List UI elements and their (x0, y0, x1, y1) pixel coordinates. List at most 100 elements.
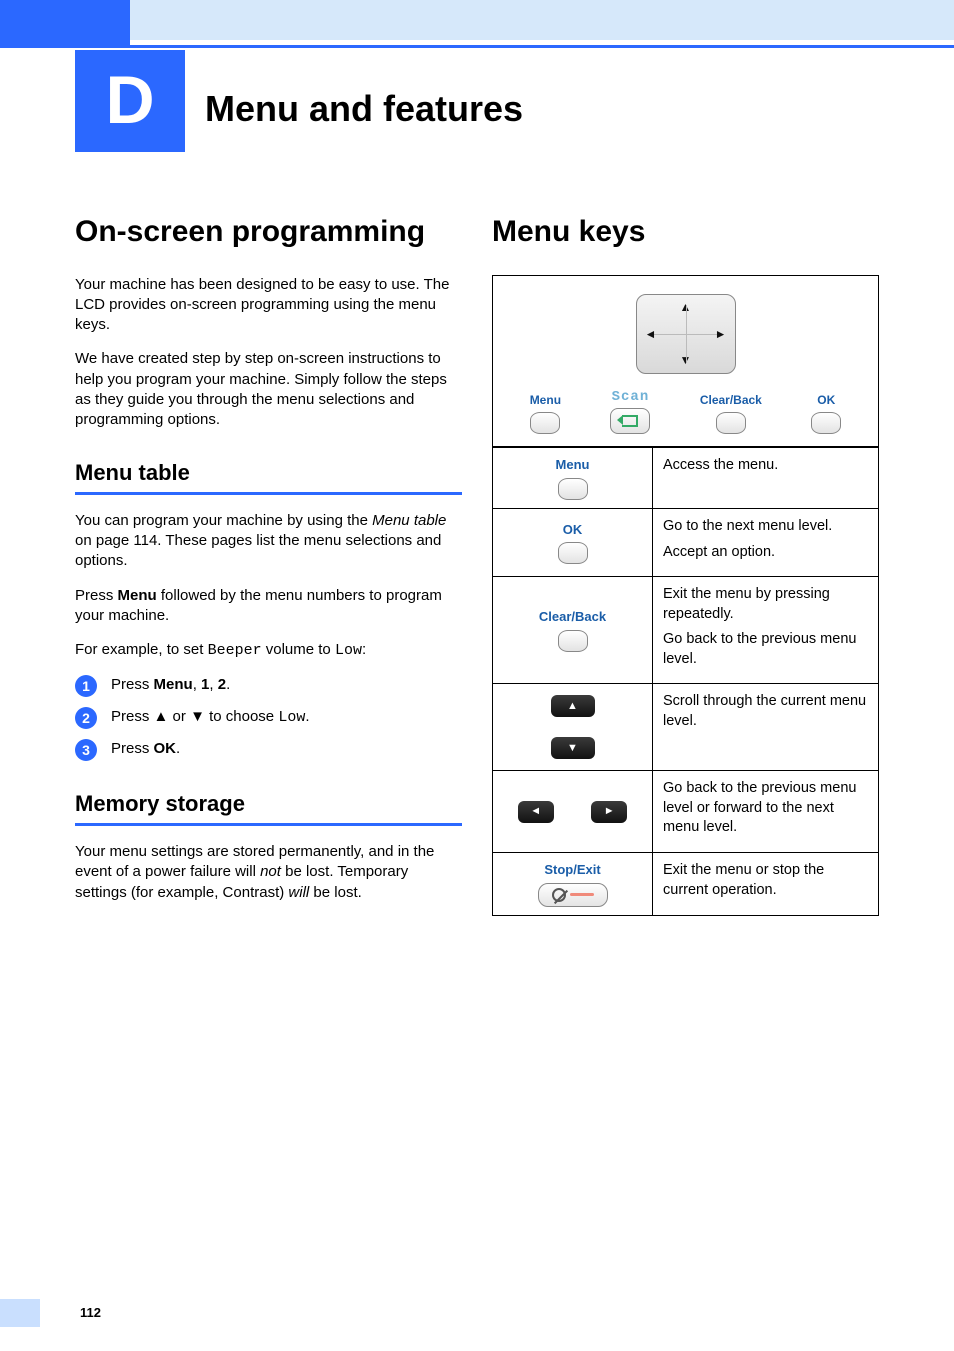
table-row: ◄ ► Go back to the previous menu level o… (493, 771, 879, 853)
clear-back-button-illustration: Clear/Back (700, 392, 762, 434)
list-item: 1 Press Menu, 1, 2. (75, 675, 462, 697)
stop-dash-icon (570, 893, 594, 896)
table-row: ▲ ▼ Scroll through the current menu leve… (493, 684, 879, 771)
ok-button-illustration: OK (811, 392, 841, 434)
text: Menu (154, 676, 193, 693)
paragraph: Your menu settings are stored permanentl… (75, 842, 462, 903)
label: OK (817, 392, 835, 408)
control-panel-illustration: ▲ ▼ ◄ ► Menu Scan Clear/Back (492, 275, 879, 448)
text: OK (154, 740, 177, 757)
step-text: Press ▲ or ▼ to choose Low. (111, 707, 310, 728)
step-badge: 2 (75, 707, 97, 729)
text: Press (111, 708, 154, 725)
page-footer: 112 (0, 1299, 101, 1327)
paragraph: We have created step by step on-screen i… (75, 349, 462, 430)
key-cell: OK (493, 508, 653, 576)
text: , (209, 676, 217, 693)
key-label: Stop/Exit (503, 861, 642, 879)
dpad-icon: ▲ ▼ ◄ ► (636, 294, 736, 374)
down-arrow-icon: ▼ (680, 352, 692, 368)
paragraph: For example, to set Beeper volume to Low… (75, 640, 462, 661)
footer-tab-icon (0, 1299, 40, 1327)
down-arrow-icon: ▼ (190, 708, 205, 725)
right-arrow-icon: ► (715, 325, 727, 341)
subheading-menu-table: Menu table (75, 458, 462, 495)
step-text: Press Menu, 1, 2. (111, 675, 230, 695)
section-heading-onscreen: On-screen programming (75, 212, 462, 253)
scan-button-icon (610, 408, 650, 434)
text: You can program your machine by using th… (75, 512, 372, 529)
appendix-badge: D (75, 50, 185, 152)
down-arrow-icon: ▼ (551, 737, 595, 759)
list-item: 2 Press ▲ or ▼ to choose Low. (75, 707, 462, 729)
key-description: Exit the menu by pressing repeatedly. Go… (653, 577, 879, 684)
text: on page 114. These pages list the menu s… (75, 532, 441, 569)
list-item: 3 Press OK. (75, 739, 462, 761)
page-title: Menu and features (205, 85, 523, 134)
key-description: Exit the menu or stop the current operat… (653, 853, 879, 916)
key-description: Scroll through the current menu level. (653, 684, 879, 771)
key-cell: Menu (493, 448, 653, 509)
paragraph: Your machine has been designed to be eas… (75, 275, 462, 336)
right-arrow-icon: ► (591, 801, 627, 823)
right-column: Menu keys ▲ ▼ ◄ ► Menu Scan Clear/Back (492, 212, 879, 917)
button-icon (558, 478, 588, 500)
button-icon (558, 630, 588, 652)
text: Accept an option. (663, 543, 868, 563)
text: Low (335, 642, 362, 659)
stop-ring-icon (552, 888, 566, 902)
text: , (193, 676, 201, 693)
step-text: Press OK. (111, 739, 180, 759)
text: : (362, 641, 366, 658)
text: will (288, 884, 309, 901)
key-label: OK (503, 521, 642, 539)
label: Scan (612, 388, 650, 407)
text: or (168, 708, 190, 725)
left-arrow-icon: ◄ (645, 325, 657, 341)
text: 2 (218, 676, 226, 693)
text: Low (278, 709, 305, 726)
appendix-letter: D (105, 55, 154, 147)
scan-icon (622, 415, 638, 427)
panel-button-row: Menu Scan Clear/Back OK (505, 388, 866, 435)
section-heading-menu-keys: Menu keys (492, 212, 879, 253)
text: . (305, 708, 309, 725)
button-icon (558, 542, 588, 564)
text: Press (111, 740, 154, 757)
left-arrow-icon: ◄ (518, 801, 554, 823)
key-description: Access the menu. (653, 448, 879, 509)
text: Go back to the previous menu level or fo… (663, 779, 868, 838)
text: be lost. (309, 884, 362, 901)
key-label: Menu (503, 456, 642, 474)
up-arrow-icon: ▲ (154, 708, 169, 725)
button-icon (716, 412, 746, 434)
table-row: Clear/Back Exit the menu by pressing rep… (493, 577, 879, 684)
key-cell: ▲ ▼ (493, 684, 653, 771)
key-cell: ◄ ► (493, 771, 653, 853)
text: not (260, 863, 281, 880)
text: Scroll through the current menu level. (663, 692, 868, 731)
paragraph: You can program your machine by using th… (75, 511, 462, 572)
text: Go back to the previous menu level. (663, 630, 868, 669)
menu-keys-table: Menu Access the menu. OK Go to the next … (492, 447, 879, 915)
step-badge: 3 (75, 739, 97, 761)
text: to choose (205, 708, 278, 725)
text: . (226, 676, 230, 693)
appendix-header: D Menu and features (0, 50, 954, 152)
text: Exit the menu by pressing repeatedly. (663, 585, 868, 624)
button-icon (530, 412, 560, 434)
text: Press (75, 587, 118, 604)
table-row: Menu Access the menu. (493, 448, 879, 509)
text: volume to (262, 641, 335, 658)
link-ref[interactable]: Menu table (372, 512, 446, 529)
text: Menu (118, 587, 157, 604)
numbered-steps: 1 Press Menu, 1, 2. 2 Press ▲ or ▼ to ch… (75, 675, 462, 761)
page-header-band (0, 0, 954, 40)
key-label: Clear/Back (503, 608, 642, 626)
key-description: Go back to the previous menu level or fo… (653, 771, 879, 853)
up-arrow-icon: ▲ (680, 299, 692, 315)
scan-button-illustration: Scan (610, 388, 650, 435)
page-number: 112 (80, 1304, 101, 1322)
table-row: OK Go to the next menu level. Accept an … (493, 508, 879, 576)
key-description: Go to the next menu level. Accept an opt… (653, 508, 879, 576)
